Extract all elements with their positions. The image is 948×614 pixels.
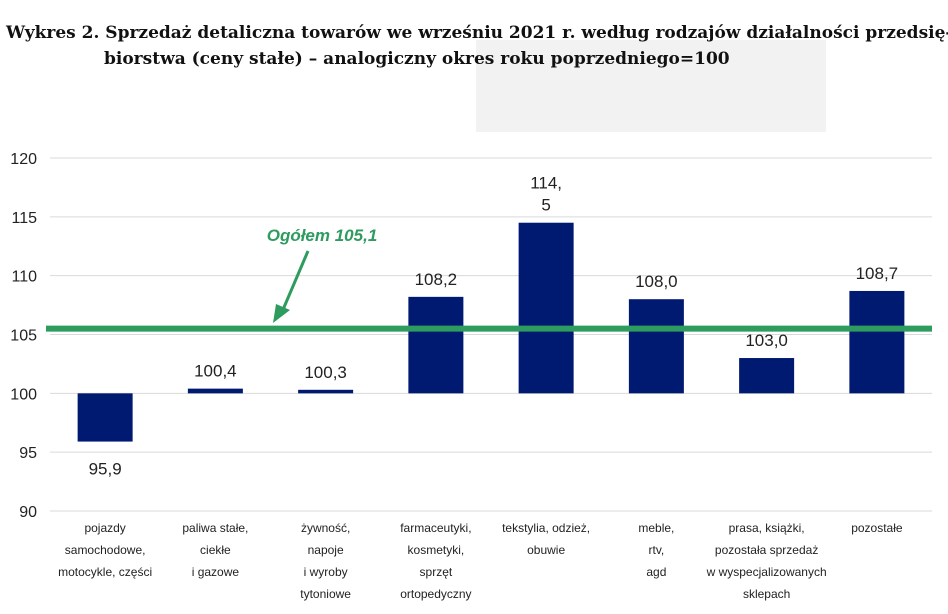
data-label: 108,2 xyxy=(415,270,458,289)
y-tick-label: 95 xyxy=(19,445,37,462)
y-tick-label: 115 xyxy=(11,210,37,227)
bar xyxy=(77,393,133,442)
chart-title-line-2: biorstwa (ceny stałe) – analogiczny okre… xyxy=(104,49,730,69)
data-label: 108,7 xyxy=(856,264,899,283)
bar xyxy=(739,358,795,394)
bar xyxy=(518,222,574,394)
category-label: pojazdy samochodowe, motocykle, części xyxy=(58,521,152,579)
bar xyxy=(408,296,464,394)
data-label: 108,0 xyxy=(635,272,678,291)
category-label: paliwa stałe, ciekłe i gazowe xyxy=(182,521,248,579)
bar xyxy=(628,299,684,394)
y-tick-label: 120 xyxy=(10,151,37,168)
chart-title-line-1: Wykres 2. Sprzedaż detaliczna towarów we… xyxy=(6,23,948,43)
data-label: 100,3 xyxy=(304,363,347,382)
category-label: meble, rtv, agd xyxy=(638,521,674,579)
annotation-arrow-head xyxy=(273,304,290,323)
category-label: farmaceutyki, kosmetyki, sprzęt ortopedyczn… xyxy=(400,521,471,601)
category-label: tekstylia, odzież, obuwie xyxy=(502,521,590,557)
data-label: 103,0 xyxy=(745,331,788,350)
overall-annotation-label: Ogółem 105,1 xyxy=(267,226,378,245)
category-label: prasa, książki, pozostała sprzedaż w wyspe… xyxy=(706,521,827,601)
annotation-arrow-shaft xyxy=(280,250,310,313)
y-tick-label: 90 xyxy=(19,504,37,521)
category-label: pozostałe xyxy=(851,521,903,535)
data-label: 114, 5 xyxy=(530,174,562,215)
bar xyxy=(187,388,243,394)
y-tick-label: 110 xyxy=(11,269,37,286)
category-label: żywność, napoje i wyroby tytoniowe xyxy=(300,521,351,601)
bar xyxy=(298,389,354,394)
y-tick-label: 105 xyxy=(10,328,37,345)
data-label: 100,4 xyxy=(194,362,237,381)
data-label: 95,9 xyxy=(89,460,122,479)
background-shade xyxy=(476,40,826,132)
bar xyxy=(849,290,905,394)
y-tick-label: 100 xyxy=(10,386,37,403)
